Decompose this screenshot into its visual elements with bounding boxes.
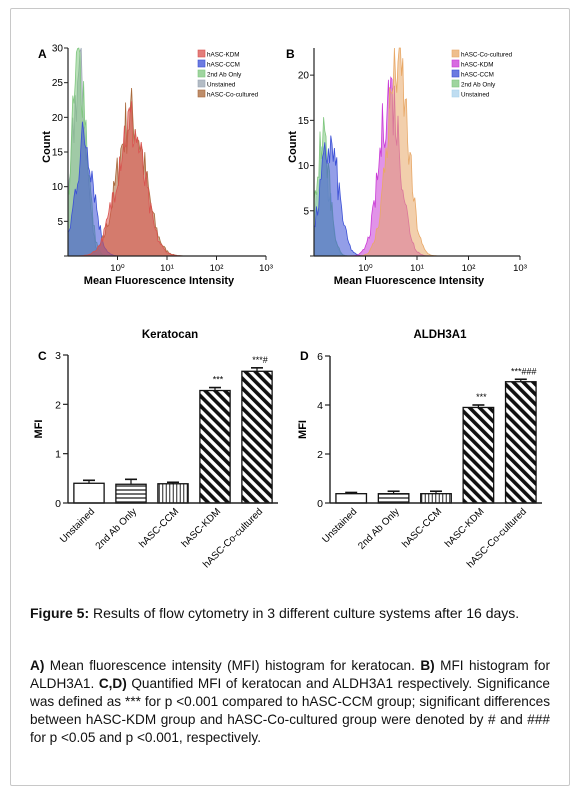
caption-text: MFI histogram for ALDH3A1. — [30, 658, 550, 691]
significance-label: ***### — [511, 366, 537, 376]
legend-label: hASC-CCM — [207, 62, 240, 69]
legend-label: Unstained — [207, 82, 236, 89]
caption-panel-ref: C,D) — [98, 676, 127, 691]
caption-title-text: Results of flow cytometry in 3 different… — [93, 605, 520, 621]
y-tick-label: 15 — [298, 116, 310, 127]
y-tick-label: 0 — [317, 498, 323, 510]
legend-swatch — [197, 79, 206, 88]
x-tick-label: hASC-CCM — [137, 506, 181, 550]
histogram-panel-b: B 5 10 15 20 10⁰ 10¹ 10² 10³ Mean Fluorescence In… — [286, 47, 527, 287]
bar — [241, 370, 273, 504]
y-tick-label: 1 — [55, 449, 61, 461]
caption-panel-ref: B) — [420, 658, 435, 673]
panel-label: A — [38, 47, 47, 61]
legend-label: hASC-KDM — [461, 62, 494, 69]
x-tick-label: 10² — [210, 263, 224, 274]
caption-text: Mean fluorescence intensity (MFI) histog… — [44, 658, 421, 673]
x-tick-label: 10² — [462, 263, 476, 274]
bar — [157, 483, 189, 504]
y-axis-label: Count — [287, 131, 299, 163]
legend-swatch — [451, 69, 460, 78]
histogram-series — [314, 47, 520, 257]
y-axis-label: MFI — [33, 420, 45, 439]
caption-label: Figure 5: — [30, 605, 90, 621]
legend-label: hASC-CCM — [461, 72, 494, 79]
x-tick-label: Unstained — [58, 506, 97, 545]
x-tick-label: 10¹ — [410, 263, 424, 274]
legend-label: hASC-Co-cultured — [207, 92, 259, 99]
figure-caption-body: A) Mean fluorescence intensity (MFI) his… — [30, 657, 550, 747]
significance-label: ***# — [252, 355, 268, 365]
panel-label: B — [286, 47, 295, 61]
x-tick-label: hASC-KDM — [180, 506, 224, 550]
x-tick-label: Unstained — [320, 506, 359, 545]
y-tick-label: 5 — [303, 206, 309, 217]
panel-label: D — [300, 349, 309, 363]
y-tick-label: 20 — [298, 71, 310, 82]
y-tick-label: 5 — [57, 217, 63, 228]
y-tick-label: 25 — [52, 78, 64, 89]
legend-swatch — [451, 89, 460, 98]
y-tick-label: 2 — [317, 449, 323, 461]
x-tick-label: hASC-KDM — [443, 506, 487, 550]
y-tick-label: 0 — [55, 498, 61, 510]
bar — [377, 493, 410, 504]
y-tick-label: 6 — [317, 351, 323, 363]
legend-label: hASC-KDM — [207, 52, 240, 59]
x-tick-label: 2nd Ab Only — [94, 506, 140, 552]
figure-frame — [10, 8, 570, 786]
y-tick-label: 20 — [52, 113, 64, 124]
bar — [462, 406, 495, 504]
bar — [73, 482, 105, 504]
legend-swatch — [197, 59, 206, 68]
y-tick-label: 30 — [52, 44, 64, 55]
y-axis-label: Count — [41, 131, 53, 163]
x-tick-label: 10³ — [259, 263, 273, 274]
significance-label: *** — [213, 375, 224, 385]
significance-label: *** — [476, 392, 487, 402]
legend-label: 2nd Ab Only — [461, 82, 496, 89]
legend-swatch — [451, 79, 460, 88]
bar — [199, 389, 231, 504]
legend-swatch — [197, 49, 206, 58]
x-tick-label: 10⁰ — [358, 263, 373, 274]
chart-title: ALDH3A1 — [413, 329, 467, 341]
y-axis-label: MFI — [297, 420, 309, 439]
bar — [504, 381, 537, 504]
caption-text: Quantified MFI of keratocan and ALDH3A1 … — [30, 676, 550, 745]
bar — [335, 493, 368, 504]
legend-label: 2nd Ab Only — [207, 72, 242, 79]
y-tick-label: 4 — [317, 400, 323, 412]
legend-label: hASC-Co-cultured — [461, 52, 513, 59]
bar — [115, 483, 147, 504]
figure-caption-title: Figure 5: Results of flow cytometry in 3… — [30, 604, 550, 623]
panel-label: C — [38, 349, 47, 363]
bar — [420, 493, 452, 504]
x-tick-label: hASC-CCM — [400, 506, 444, 550]
legend-swatch — [197, 89, 206, 98]
caption-panel-ref: A) — [30, 658, 45, 673]
x-tick-label: 10¹ — [160, 263, 174, 274]
legend-swatch — [197, 69, 206, 78]
legend-swatch — [451, 49, 460, 58]
x-axis-label: Mean Fluorescence Intensity — [84, 275, 235, 287]
legend-swatch — [451, 59, 460, 68]
x-tick-label: 2nd Ab Only — [356, 506, 402, 552]
y-tick-label: 3 — [55, 350, 61, 362]
x-axis-label: Mean Fluorescence Intensity — [334, 275, 485, 287]
chart-title: Keratocan — [142, 329, 198, 341]
histogram-series — [67, 121, 266, 257]
x-tick-label: 10⁰ — [110, 263, 125, 274]
y-tick-label: 15 — [52, 148, 64, 159]
y-tick-label: 10 — [52, 182, 64, 193]
y-tick-label: 10 — [298, 161, 310, 172]
legend-label: Unstained — [461, 92, 490, 99]
histogram-panel-a: A 5 10 15 20 25 30 10⁰ 10¹ 10² 10³ Mean Fluorescenc… — [38, 44, 273, 288]
x-tick-label: 10³ — [513, 263, 527, 274]
y-tick-label: 2 — [55, 399, 61, 411]
